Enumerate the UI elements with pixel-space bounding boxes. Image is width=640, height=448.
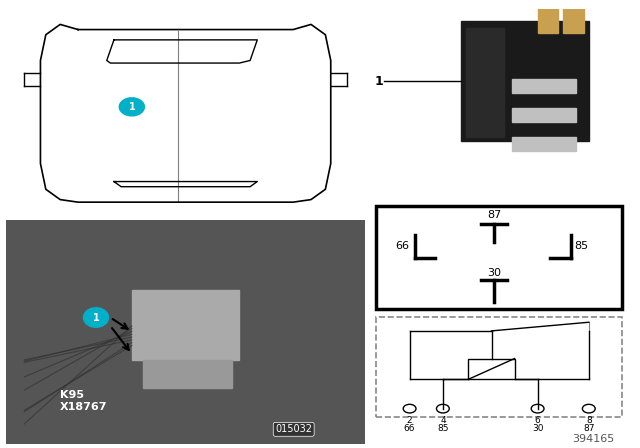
Bar: [376, 317, 622, 417]
Bar: [512, 79, 576, 93]
Text: 8: 8: [586, 416, 591, 425]
Text: 6: 6: [535, 416, 540, 425]
Bar: [563, 4, 584, 33]
Bar: [132, 289, 239, 359]
Text: 66: 66: [395, 241, 409, 251]
Text: 87: 87: [487, 210, 501, 220]
Text: 85: 85: [574, 241, 588, 251]
Text: 1: 1: [93, 313, 99, 323]
Bar: [512, 108, 576, 122]
Bar: [538, 0, 558, 33]
Text: 2: 2: [407, 416, 412, 425]
Circle shape: [83, 308, 109, 327]
Bar: [461, 21, 589, 142]
Text: 66: 66: [404, 424, 415, 433]
Text: 30: 30: [487, 268, 501, 278]
Text: 85: 85: [437, 424, 449, 433]
Text: 1: 1: [374, 75, 383, 88]
Bar: [512, 137, 576, 151]
Bar: [466, 28, 504, 137]
Text: 4: 4: [440, 416, 445, 425]
Text: 87: 87: [583, 424, 595, 433]
Bar: [143, 359, 232, 388]
Text: 1: 1: [129, 102, 135, 112]
Text: 30: 30: [532, 424, 543, 433]
Text: 015032: 015032: [275, 424, 312, 434]
Text: K95
X18767: K95 X18767: [60, 390, 108, 412]
Bar: [468, 358, 515, 379]
Text: 394165: 394165: [572, 434, 614, 444]
Circle shape: [119, 98, 145, 116]
